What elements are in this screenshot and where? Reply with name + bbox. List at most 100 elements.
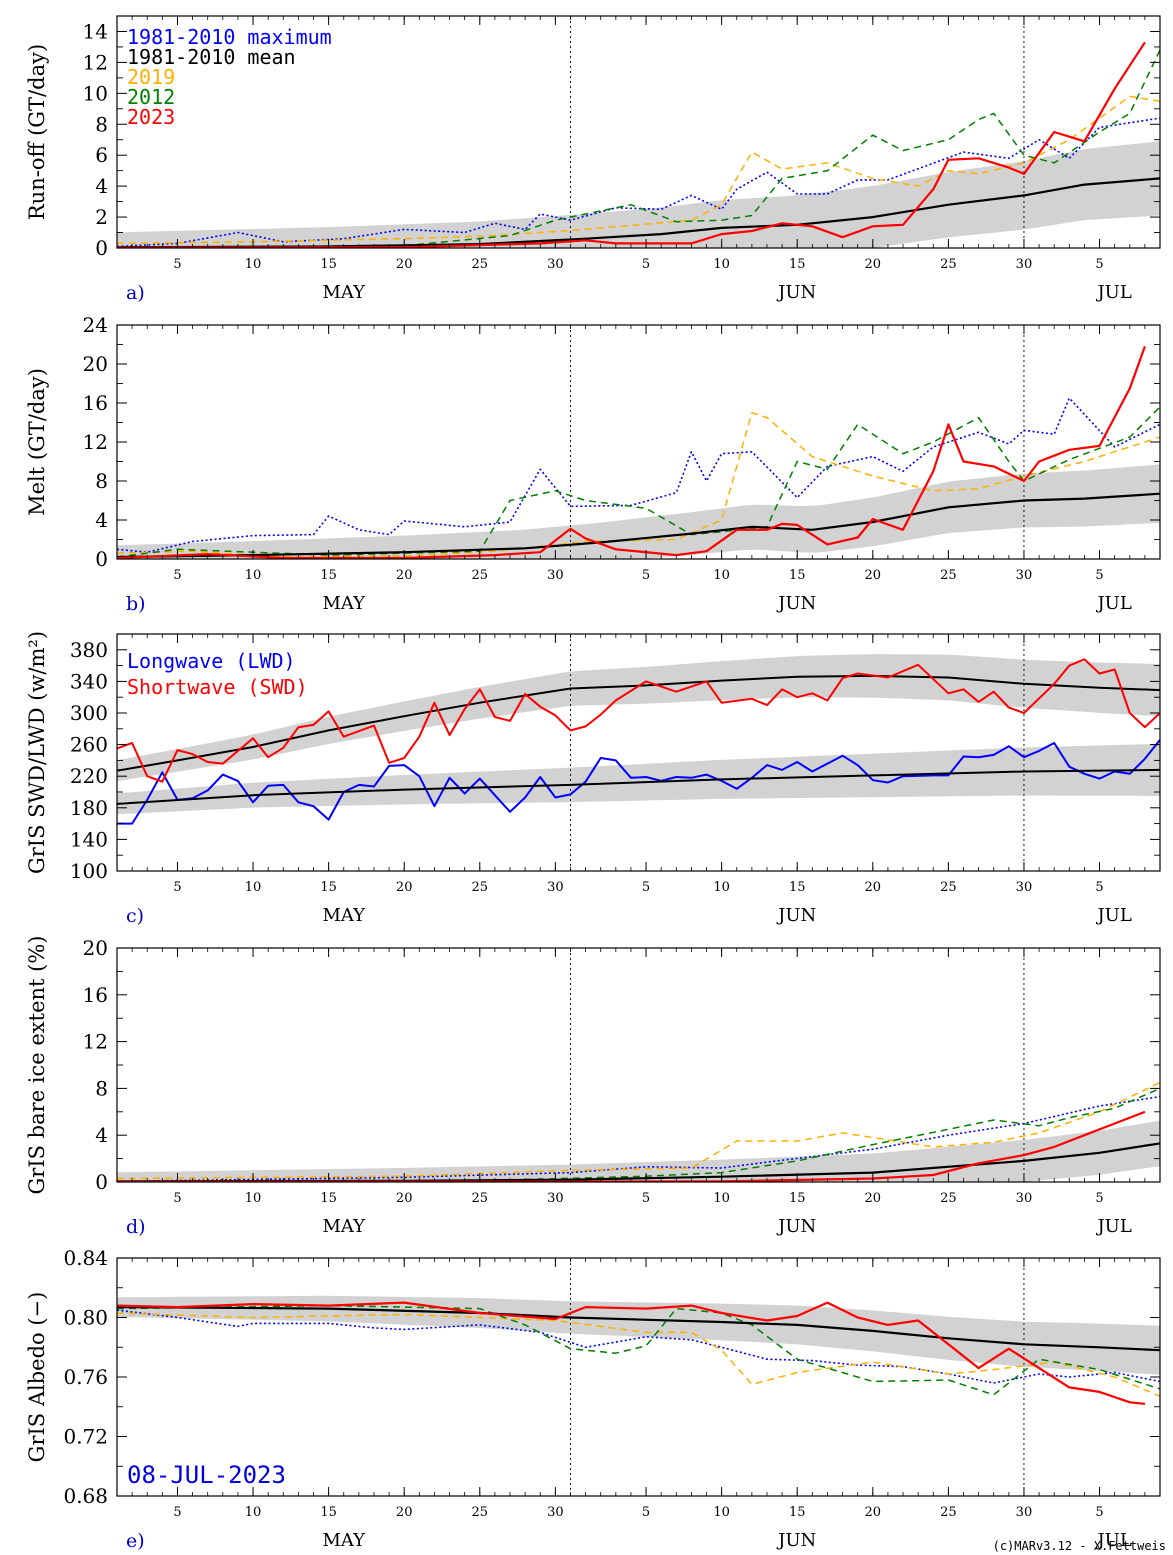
- y-tick-label: 0: [95, 1170, 108, 1194]
- x-tick-label: 15: [320, 1505, 337, 1520]
- series-mean-line: [117, 177, 1160, 248]
- month-label: JUL: [1095, 593, 1131, 614]
- x-tick-label: 25: [472, 568, 489, 583]
- plot-frame: [116, 633, 1161, 872]
- x-tick-label: 15: [320, 880, 337, 895]
- x-tick-label: 5: [642, 1505, 650, 1520]
- x-tick-label: 15: [789, 568, 806, 583]
- x-tick-label: 20: [865, 257, 882, 272]
- variability-band: [117, 1120, 1160, 1182]
- legend-item: 2012: [127, 85, 175, 109]
- y-tick-label: 180: [70, 796, 108, 820]
- series-max-line: [117, 1095, 1160, 1182]
- x-tick-label: 25: [472, 257, 489, 272]
- x-tick-label: 5: [1095, 257, 1103, 272]
- series-y2023-line: [117, 41, 1146, 248]
- legend-item: 2023: [127, 105, 175, 129]
- y-tick-label: 2: [95, 205, 108, 229]
- date-stamp: 08-JUL-2023: [127, 1461, 286, 1489]
- x-tick-label: 10: [245, 1191, 262, 1206]
- x-tick-label: 10: [713, 1191, 730, 1206]
- series-mean-line: [117, 1306, 1160, 1352]
- y-tick-label: 220: [70, 764, 108, 788]
- x-tick-label: 5: [173, 1191, 181, 1206]
- legend-item: 1981-2010 mean: [127, 45, 296, 69]
- y-tick-label: 8: [95, 1076, 108, 1100]
- x-tick-label: 5: [173, 880, 181, 895]
- chart-panel-d: 5 10 15 20 25 30 5 10 15 20 25 30 5 MAY JUN JUL d) 0 4 8 12 1…: [25, 936, 1161, 1238]
- month-label: JUL: [1095, 1216, 1131, 1237]
- x-tick-label: 15: [320, 257, 337, 272]
- month-label: JUN: [776, 1530, 816, 1551]
- y-tick-label: 12: [83, 50, 108, 74]
- month-label: JUN: [776, 282, 816, 303]
- month-label: MAY: [322, 593, 366, 614]
- variability-band: [117, 654, 1160, 782]
- x-tick-label: 30: [1016, 257, 1033, 272]
- x-tick-label: 20: [865, 568, 882, 583]
- x-tick-label: 30: [1016, 1505, 1033, 1520]
- y-tick-label: 100: [70, 859, 108, 883]
- y-tick-label: 20: [83, 352, 108, 376]
- x-tick-label: 15: [789, 1505, 806, 1520]
- x-tick-label: 20: [396, 1505, 413, 1520]
- y-tick-label: 300: [70, 701, 108, 725]
- y-tick-label: 4: [95, 508, 108, 532]
- x-tick-label: 25: [472, 1191, 489, 1206]
- month-label: MAY: [322, 282, 366, 303]
- month-label: JUN: [776, 905, 816, 926]
- x-tick-label: 25: [940, 880, 957, 895]
- month-label: MAY: [322, 1216, 366, 1237]
- series-max-line: [117, 1309, 1160, 1384]
- series-y2019-line: [117, 412, 1160, 558]
- y-tick-label: 4: [95, 174, 108, 198]
- x-tick-label: 10: [245, 1505, 262, 1520]
- x-tick-label: 15: [320, 1191, 337, 1206]
- series-mean-line: [117, 768, 1160, 805]
- y-tick-label: 0.76: [63, 1365, 108, 1389]
- y-tick-label: 12: [83, 1030, 108, 1054]
- x-tick-label: 20: [865, 880, 882, 895]
- y-tick-label: 12: [83, 430, 108, 454]
- series-y2012-line: [117, 406, 1160, 558]
- y-tick-label: 0.72: [63, 1425, 108, 1449]
- x-tick-label: 25: [472, 880, 489, 895]
- series-y2012-line: [117, 1087, 1160, 1182]
- series-max-line: [117, 738, 1160, 825]
- x-tick-label: 15: [789, 1191, 806, 1206]
- x-tick-label: 30: [547, 1191, 564, 1206]
- y-axis-title: Run-off (GT/day): [25, 44, 49, 220]
- variability-band: [117, 1295, 1160, 1375]
- x-tick-label: 5: [642, 880, 650, 895]
- month-label: JUL: [1095, 1530, 1131, 1551]
- panel-label: d): [126, 1216, 146, 1238]
- series-mean-line: [117, 674, 1160, 772]
- y-tick-label: 380: [70, 638, 108, 662]
- y-tick-label: 20: [83, 936, 108, 960]
- x-tick-label: 30: [547, 257, 564, 272]
- panel-label: c): [126, 905, 144, 927]
- x-tick-label: 10: [245, 880, 262, 895]
- legend-item: 2019: [127, 65, 175, 89]
- x-tick-label: 15: [789, 257, 806, 272]
- y-tick-label: 16: [83, 983, 108, 1007]
- chart-panel-c: 5 10 15 20 25 30 5 10 15 20 25 30 5 MAY JUN JUL c) 100 140…: [25, 631, 1161, 927]
- x-tick-label: 5: [1095, 880, 1103, 895]
- series-y2019-line: [117, 95, 1160, 245]
- y-tick-label: 4: [95, 1123, 108, 1147]
- x-tick-label: 20: [396, 1191, 413, 1206]
- x-tick-label: 30: [1016, 568, 1033, 583]
- y-tick-label: 0: [95, 236, 108, 260]
- y-tick-label: 14: [83, 19, 108, 43]
- month-label: JUN: [776, 593, 816, 614]
- x-tick-label: 5: [642, 257, 650, 272]
- y-axis-title: GrIS bare ice extent (%): [25, 936, 49, 1195]
- x-tick-label: 25: [472, 1505, 489, 1520]
- x-tick-label: 5: [642, 1191, 650, 1206]
- y-tick-label: 340: [70, 669, 108, 693]
- x-tick-label: 5: [173, 568, 181, 583]
- series-y2019-line: [117, 1081, 1160, 1180]
